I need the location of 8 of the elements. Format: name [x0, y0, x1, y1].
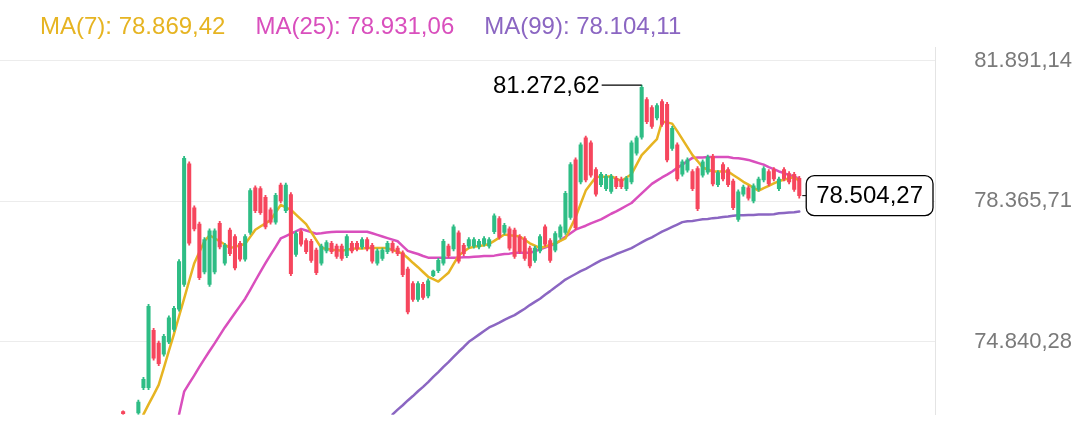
y-tick-label: 81.891,14: [974, 46, 1072, 72]
text: MA(25): 78.931,06: [255, 12, 455, 40]
y-tick-label: 78.365,71: [974, 187, 1072, 213]
y-tick-label: 74.840,28: [974, 327, 1072, 353]
annotation: 81.272,62: [492, 70, 600, 98]
text: MA(7): 78.869,42: [40, 12, 226, 40]
text: MA(99): 78.104,11: [484, 12, 682, 40]
text: 78.504,27: [816, 181, 924, 209]
